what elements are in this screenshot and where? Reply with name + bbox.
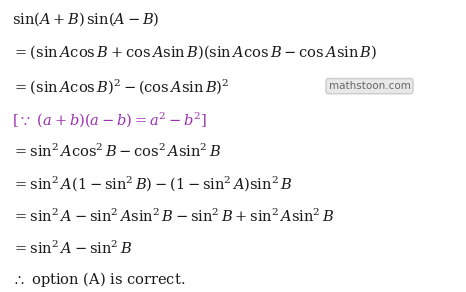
Text: $= \sin^2 A(1-\sin^2 B) - (1-\sin^2 A)\sin^2 B$: $= \sin^2 A(1-\sin^2 B) - (1-\sin^2 A)\s… <box>12 174 292 194</box>
Text: $= \sin^2 A\cos^2 B - \cos^2 A\sin^2 B$: $= \sin^2 A\cos^2 B - \cos^2 A\sin^2 B$ <box>12 143 221 161</box>
Text: $= (\sin A\cos B)^2 - (\cos A\sin B)^2$: $= (\sin A\cos B)^2 - (\cos A\sin B)^2$ <box>12 77 229 96</box>
Text: mathstoon.com: mathstoon.com <box>329 81 411 91</box>
Text: $\sin(A+B)\,\sin(A-B)$: $\sin(A+B)\,\sin(A-B)$ <box>12 10 159 28</box>
Text: $[\because\ (a+b)(a-b) = a^2 - b^2]$: $[\because\ (a+b)(a-b) = a^2 - b^2]$ <box>12 110 207 129</box>
Text: $= (\sin A\cos B + \cos A\sin B)(\sin A\cos B - \cos A\sin B)$: $= (\sin A\cos B + \cos A\sin B)(\sin A\… <box>12 44 377 61</box>
Text: $= \sin^2 A - \sin^2 A\sin^2 B - \sin^2 B + \sin^2 A\sin^2 B$: $= \sin^2 A - \sin^2 A\sin^2 B - \sin^2 … <box>12 208 334 225</box>
Text: $\therefore$ option (A) is correct.: $\therefore$ option (A) is correct. <box>12 270 185 289</box>
Text: $= \sin^2 A - \sin^2 B$: $= \sin^2 A - \sin^2 B$ <box>12 240 132 258</box>
